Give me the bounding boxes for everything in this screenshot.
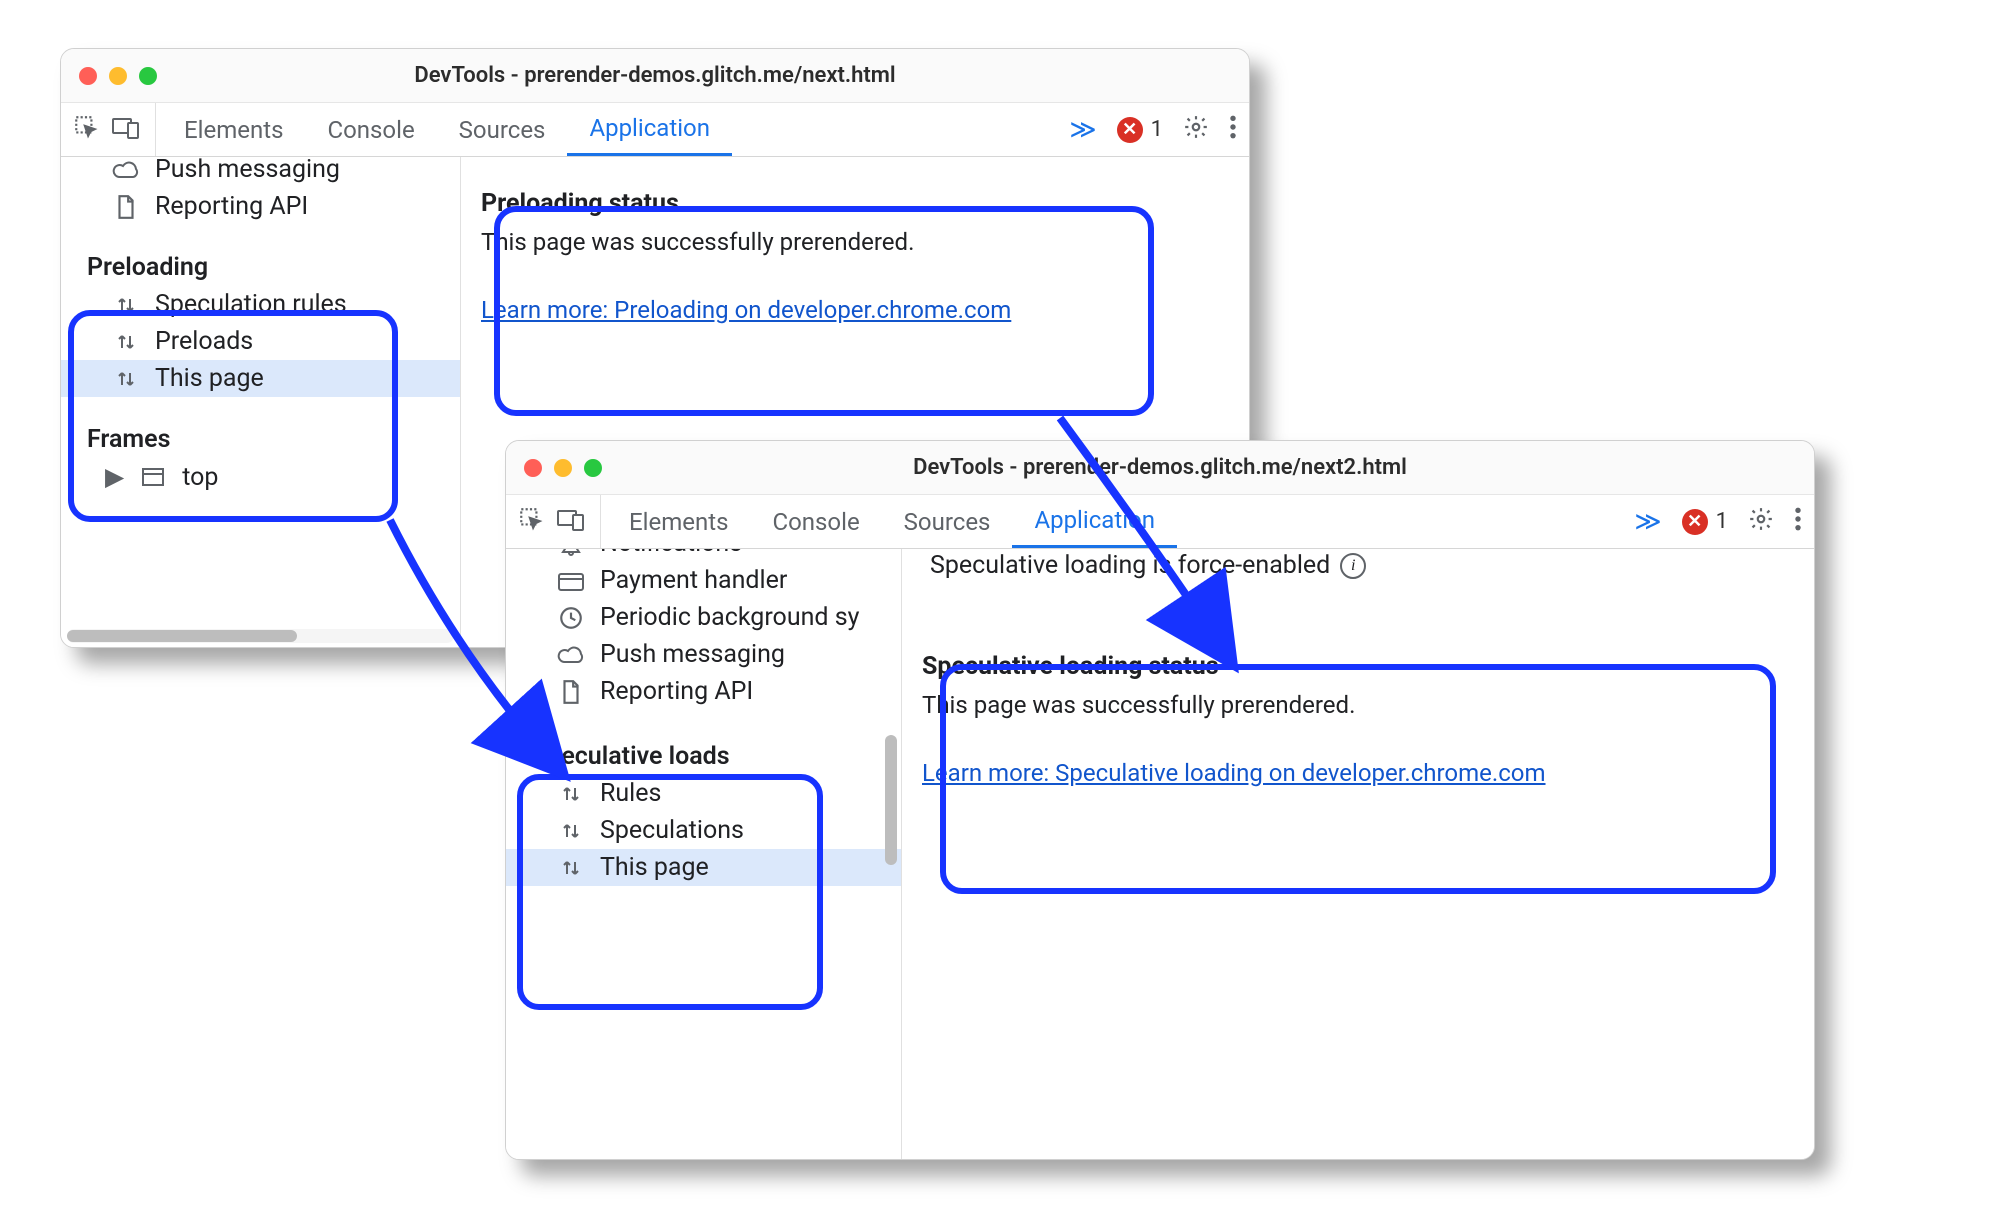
kebab-icon[interactable] [1794, 506, 1802, 538]
sidebar-item-label: Reporting API [600, 677, 753, 706]
sidebar-item-label: Notifications [600, 549, 742, 558]
sidebar-item-push-messaging[interactable]: Push messaging [506, 636, 901, 673]
sidebar-item-speculations[interactable]: Speculations [506, 812, 901, 849]
close-button[interactable] [524, 459, 542, 477]
device-toggle-icon[interactable] [556, 506, 586, 538]
gear-icon[interactable] [1183, 114, 1209, 146]
sidebar-section-speculative-loads[interactable]: Speculative loads [506, 728, 901, 775]
device-toggle-icon[interactable] [111, 114, 141, 146]
sidebar-item-label: This page [155, 364, 264, 393]
sidebar-item-speculation-rules[interactable]: Speculation rules [61, 286, 460, 323]
status-title: Speculative loading status [922, 652, 1794, 681]
info-icon[interactable]: i [1340, 553, 1366, 579]
sidebar-item-push-messaging[interactable]: Push messaging [61, 157, 460, 188]
sidebar-item-reporting-api[interactable]: Reporting API [506, 673, 901, 710]
sidebar-item-reporting-api[interactable]: Reporting API [61, 188, 460, 225]
sidebar-item-rules[interactable]: Rules [506, 775, 901, 812]
cloud-icon [111, 159, 141, 181]
sidebar-item-label: Preloads [155, 327, 253, 356]
error-count[interactable]: ✕ 1 [1682, 509, 1728, 535]
maximize-button[interactable] [584, 459, 602, 477]
frame-icon [138, 466, 168, 488]
error-icon: ✕ [1117, 117, 1143, 143]
minimize-button[interactable] [109, 67, 127, 85]
learn-more-link[interactable]: Learn more: Speculative loading on devel… [922, 759, 1546, 787]
force-enabled-line: Speculative loading is force-enabled i [902, 549, 1814, 602]
more-tabs-icon[interactable]: ≫ [1634, 507, 1661, 537]
scrollbar-vertical[interactable] [885, 555, 899, 1115]
kebab-icon[interactable] [1229, 114, 1237, 146]
learn-more-link[interactable]: Learn more: Preloading on developer.chro… [481, 296, 1011, 324]
sidebar-section-preloading[interactable]: Preloading [61, 239, 460, 286]
doc-icon [556, 679, 586, 705]
tab-elements[interactable]: Elements [162, 103, 305, 156]
tab-sources[interactable]: Sources [882, 495, 1013, 548]
devtools-toolbar: Elements Console Sources Application ≫ ✕… [61, 103, 1249, 157]
sidebar: Notifications Payment handler Periodic b… [506, 549, 902, 1159]
sidebar-item-preloads[interactable]: Preloads [61, 323, 460, 360]
sidebar-item-this-page[interactable]: This page [506, 849, 901, 886]
updown-icon [111, 367, 141, 391]
disclosure-icon: ▶ [105, 462, 124, 492]
status-title: Preloading status [481, 189, 1229, 218]
devtools-window-2: DevTools - prerender-demos.glitch.me/nex… [505, 440, 1815, 1160]
titlebar: DevTools - prerender-demos.glitch.me/nex… [506, 441, 1814, 495]
doc-icon [111, 194, 141, 220]
clock-icon [556, 605, 586, 631]
window-title: DevTools - prerender-demos.glitch.me/nex… [506, 455, 1814, 480]
more-tabs-icon[interactable]: ≫ [1069, 115, 1096, 145]
sidebar-item-label: Push messaging [155, 157, 340, 184]
updown-icon [556, 819, 586, 843]
error-count[interactable]: ✕ 1 [1117, 117, 1163, 143]
sidebar-item-this-page[interactable]: This page [61, 360, 460, 397]
maximize-button[interactable] [139, 67, 157, 85]
sidebar-item-label: This page [600, 853, 709, 882]
updown-icon [556, 782, 586, 806]
scrollbar-horizontal[interactable] [67, 629, 454, 643]
tab-application[interactable]: Application [567, 103, 732, 156]
status-text: This page was successfully prerendered. [922, 691, 1794, 719]
inspect-icon[interactable] [518, 506, 544, 538]
gear-icon[interactable] [1748, 506, 1774, 538]
tab-sources[interactable]: Sources [437, 103, 568, 156]
sidebar-item-notifications[interactable]: Notifications [506, 549, 901, 562]
window-title: DevTools - prerender-demos.glitch.me/nex… [61, 63, 1249, 88]
error-icon: ✕ [1682, 509, 1708, 535]
titlebar: DevTools - prerender-demos.glitch.me/nex… [61, 49, 1249, 103]
sidebar-item-label: Payment handler [600, 566, 787, 595]
updown-icon [556, 856, 586, 880]
sidebar: Push messaging Reporting API Preloading … [61, 157, 461, 647]
cloud-icon [556, 644, 586, 666]
sidebar-item-top-frame[interactable]: ▶ top [61, 458, 460, 496]
sidebar-item-periodic-bg-sync[interactable]: Periodic background sy [506, 599, 901, 636]
devtools-toolbar: Elements Console Sources Application ≫ ✕… [506, 495, 1814, 549]
tab-application[interactable]: Application [1012, 495, 1177, 548]
sidebar-item-label: Push messaging [600, 640, 785, 669]
sidebar-section-frames[interactable]: Frames [61, 411, 460, 458]
card-icon [556, 570, 586, 592]
updown-icon [111, 293, 141, 317]
sidebar-item-label: Reporting API [155, 192, 308, 221]
updown-icon [111, 330, 141, 354]
sidebar-item-label: top [182, 463, 218, 492]
inspect-icon[interactable] [73, 114, 99, 146]
main-panel: Speculative loading is force-enabled i S… [902, 549, 1814, 1159]
close-button[interactable] [79, 67, 97, 85]
bell-icon [556, 549, 586, 557]
sidebar-item-label: Speculations [600, 816, 744, 845]
sidebar-item-label: Periodic background sy [600, 603, 859, 632]
status-text: This page was successfully prerendered. [481, 228, 1229, 256]
tab-console[interactable]: Console [750, 495, 881, 548]
tab-elements[interactable]: Elements [607, 495, 750, 548]
traffic-lights [79, 67, 157, 85]
sidebar-item-label: Speculation rules [155, 290, 347, 319]
sidebar-item-payment-handler[interactable]: Payment handler [506, 562, 901, 599]
minimize-button[interactable] [554, 459, 572, 477]
traffic-lights [524, 459, 602, 477]
sidebar-item-label: Rules [600, 779, 661, 808]
tab-console[interactable]: Console [305, 103, 436, 156]
